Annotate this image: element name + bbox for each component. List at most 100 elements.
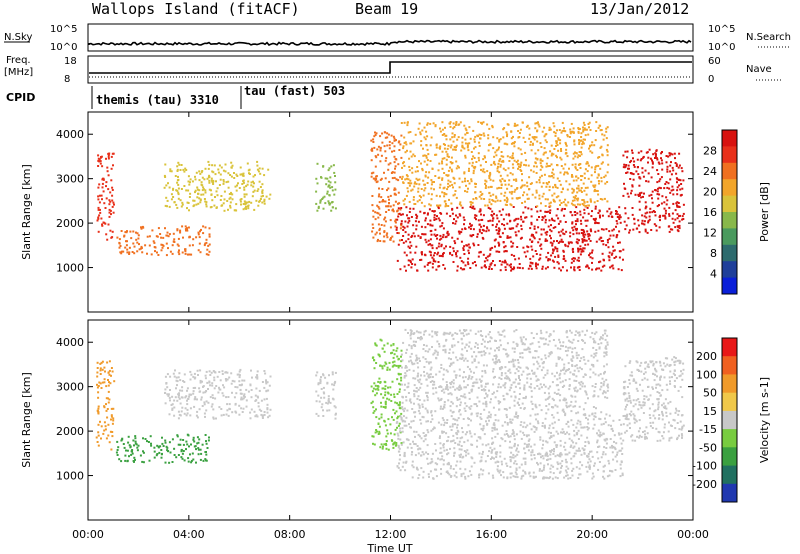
echo-cell-4 bbox=[380, 416, 383, 419]
echo-cell-6 bbox=[548, 395, 551, 398]
echo-cell-6 bbox=[559, 139, 562, 142]
echo-cell-6 bbox=[411, 408, 414, 410]
echo-cell-2 bbox=[176, 399, 179, 402]
echo-cell-6 bbox=[400, 353, 403, 356]
echo-cell-6 bbox=[530, 383, 533, 386]
echo-cell-7 bbox=[657, 197, 660, 200]
echo-cell-4 bbox=[388, 198, 390, 201]
echo-cell-6 bbox=[477, 152, 480, 155]
echo-cell-1 bbox=[164, 439, 167, 442]
echo-cell-4 bbox=[381, 367, 384, 370]
echo-cell-5 bbox=[559, 439, 562, 442]
echo-cell-5 bbox=[616, 451, 619, 454]
echo-cell-4 bbox=[400, 134, 403, 137]
echo-cell-6 bbox=[583, 201, 586, 204]
echo-cell-6 bbox=[486, 394, 489, 397]
echo-cell-5 bbox=[481, 228, 484, 231]
echo-cell-4 bbox=[393, 433, 396, 436]
echo-cell-5 bbox=[515, 217, 518, 220]
echo-cell-4 bbox=[388, 140, 391, 143]
echo-cell-5 bbox=[554, 455, 557, 458]
echo-cell-6 bbox=[441, 178, 444, 181]
echo-cell-4 bbox=[394, 193, 397, 196]
echo-cell-6 bbox=[449, 146, 452, 149]
echo-cell-4 bbox=[379, 338, 382, 341]
echo-cell-2 bbox=[263, 413, 266, 416]
echo-cell-5 bbox=[578, 232, 581, 235]
echo-cell-5 bbox=[564, 414, 567, 417]
echo-cell-5 bbox=[598, 435, 601, 438]
echo-cell-5 bbox=[430, 458, 433, 461]
echo-cell-1 bbox=[175, 456, 178, 459]
echo-cell-5 bbox=[427, 453, 430, 455]
echo-cell-5 bbox=[422, 470, 425, 473]
echo-cell-7 bbox=[651, 162, 654, 165]
echo-cell-5 bbox=[573, 434, 576, 437]
echo-cell-0 bbox=[112, 201, 115, 204]
echo-cell-3 bbox=[327, 180, 330, 183]
echo-cell-2 bbox=[174, 369, 176, 372]
echo-cell-7 bbox=[671, 153, 674, 156]
echo-cell-5 bbox=[447, 472, 450, 475]
echo-cell-6 bbox=[566, 135, 569, 138]
echo-cell-1 bbox=[122, 250, 125, 253]
echo-cell-5 bbox=[405, 269, 407, 272]
echo-cell-6 bbox=[586, 329, 588, 332]
echo-cell-5 bbox=[611, 229, 614, 232]
echo-cell-6 bbox=[455, 196, 458, 199]
echo-cell-5 bbox=[461, 268, 464, 271]
echo-cell-4 bbox=[379, 149, 382, 152]
echo-cell-6 bbox=[466, 142, 469, 145]
echo-cell-2 bbox=[207, 167, 210, 170]
echo-cell-5 bbox=[397, 437, 400, 440]
echo-cell-6 bbox=[533, 387, 536, 390]
echo-cell-6 bbox=[414, 170, 417, 173]
echo-cell-5 bbox=[505, 430, 508, 433]
echo-cell-5 bbox=[620, 461, 623, 464]
echo-cell-2 bbox=[200, 398, 203, 401]
echo-cell-7 bbox=[645, 151, 648, 154]
echo-cell-4 bbox=[384, 401, 387, 404]
echo-cell-3 bbox=[327, 169, 330, 172]
echo-cell-2 bbox=[192, 199, 195, 202]
echo-cell-5 bbox=[423, 253, 426, 256]
echo-cell-4 bbox=[375, 416, 378, 419]
echo-cell-5 bbox=[413, 443, 416, 445]
echo-cell-6 bbox=[420, 162, 422, 165]
echo-cell-1 bbox=[199, 230, 201, 233]
echo-cell-5 bbox=[542, 477, 545, 480]
echo-cell-7 bbox=[665, 155, 668, 157]
echo-cell-6 bbox=[537, 356, 540, 359]
echo-cell-6 bbox=[551, 152, 554, 155]
echo-cell-6 bbox=[540, 202, 542, 205]
echo-cell-5 bbox=[455, 252, 458, 254]
echo-cell-1 bbox=[142, 461, 145, 464]
echo-cell-5 bbox=[438, 238, 441, 241]
echo-cell-5 bbox=[515, 463, 518, 466]
echo-cell-5 bbox=[551, 242, 554, 245]
echo-cell-6 bbox=[561, 121, 564, 124]
echo-cell-6 bbox=[600, 145, 603, 148]
echo-cell-4 bbox=[383, 218, 386, 221]
echo-cell-2 bbox=[268, 414, 271, 417]
echo-cell-5 bbox=[609, 212, 612, 215]
echo-cell-6 bbox=[406, 175, 409, 178]
echo-cell-5 bbox=[557, 217, 560, 220]
echo-cell-5 bbox=[605, 442, 608, 445]
echo-cell-0 bbox=[97, 216, 100, 219]
echo-cell-4 bbox=[384, 361, 387, 364]
echo-cell-5 bbox=[492, 217, 495, 220]
echo-cell-5 bbox=[439, 234, 442, 237]
echo-cell-3 bbox=[331, 206, 334, 209]
echo-cell-2 bbox=[240, 398, 243, 401]
echo-cell-5 bbox=[535, 426, 538, 429]
echo-cell-1 bbox=[128, 253, 131, 255]
echo-cell-5 bbox=[573, 429, 576, 432]
echo-cell-7 bbox=[656, 193, 659, 196]
echo-cell-1 bbox=[140, 247, 143, 250]
echo-cell-5 bbox=[469, 227, 472, 230]
echo-cell-5 bbox=[443, 424, 446, 427]
echo-cell-6 bbox=[424, 358, 427, 360]
echo-cell-5 bbox=[591, 249, 594, 252]
echo-cell-2 bbox=[185, 395, 188, 398]
